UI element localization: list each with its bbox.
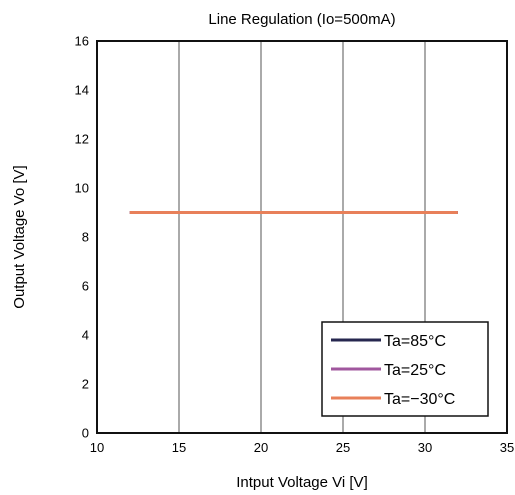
x-tick-label: 20 (254, 440, 268, 455)
x-tick-label: 25 (336, 440, 350, 455)
legend-label-0: Ta=85°C (384, 333, 446, 350)
y-axis-label: Output Voltage Vo [V] (11, 165, 28, 308)
x-tick-label: 35 (500, 440, 514, 455)
legend-label-2: Ta=−30°C (384, 391, 455, 408)
y-tick-label: 2 (82, 377, 89, 392)
y-tick-label: 8 (82, 230, 89, 245)
x-axis-label: Intput Voltage Vi [V] (236, 474, 367, 491)
y-tick-label: 0 (82, 426, 89, 441)
x-tick-label: 15 (172, 440, 186, 455)
y-tick-label: 14 (75, 83, 89, 98)
y-tick-label: 4 (82, 328, 89, 343)
y-tick-label: 10 (75, 181, 89, 196)
plot-frame (96, 40, 508, 434)
x-tick-label: 10 (90, 440, 104, 455)
y-tick-label: 6 (82, 279, 89, 294)
x-tick-label: 30 (418, 440, 432, 455)
y-tick-label: 16 (75, 34, 89, 49)
y-tick-label: 12 (75, 132, 89, 147)
axis-ticks: 10 15 20 25 30 35 0 2 4 6 8 10 12 14 16 (75, 34, 515, 456)
chart-title: Line Regulation (Io=500mA) (208, 11, 395, 28)
legend: Ta=85°C Ta=25°C Ta=−30°C (321, 321, 489, 417)
legend-label-1: Ta=25°C (384, 362, 446, 379)
